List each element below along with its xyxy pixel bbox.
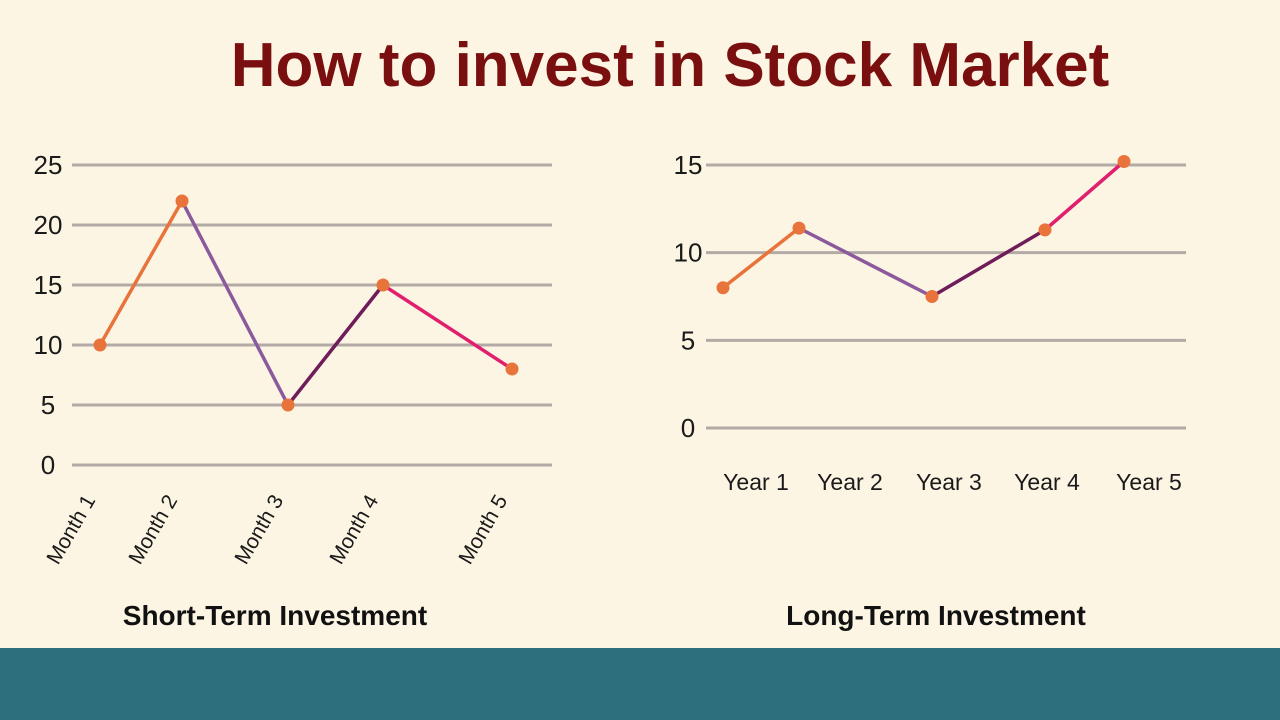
long-x-tick-label: Year 3: [916, 469, 982, 495]
short-data-point: [175, 194, 189, 208]
short-data-point: [281, 398, 295, 412]
short-y-tick-label: 10: [34, 330, 63, 360]
long-y-tick-label: 5: [681, 325, 695, 355]
page-title: How to invest in Stock Market: [230, 31, 1110, 100]
short-data-point: [505, 362, 519, 376]
short-data-point: [93, 338, 107, 352]
short-y-tick-label: 5: [41, 390, 55, 420]
long-chart-title: Long-Term Investment: [786, 600, 1086, 631]
long-term-chart: 0 5 10 15 Year 1 Year 2 Year 3 Year 4 Year 5 Long…: [674, 150, 1186, 631]
short-y-tick-label: 25: [34, 150, 63, 180]
long-y-tick-label: 10: [674, 238, 703, 268]
short-y-tick-label: 15: [34, 270, 63, 300]
short-y-tick-label: 0: [41, 450, 55, 480]
footer-band: [0, 648, 1280, 720]
short-line-segment: [180, 199, 290, 407]
long-data-point: [716, 281, 730, 295]
long-y-tick-label: 15: [674, 150, 703, 180]
long-x-tick-label: Year 4: [1014, 469, 1080, 495]
long-line-segment: [930, 228, 1047, 299]
short-y-tick-label: 20: [34, 210, 63, 240]
long-x-tick-label: Year 5: [1116, 469, 1182, 495]
long-line-segment: [721, 226, 801, 290]
long-x-tick-label: Year 1: [723, 469, 789, 495]
short-line-segment: [286, 283, 385, 407]
short-chart-title: Short-Term Investment: [123, 600, 427, 631]
long-data-point: [1038, 223, 1052, 237]
long-data-point: [1117, 154, 1131, 168]
long-line-segment: [797, 226, 934, 299]
long-x-tick-label: Year 2: [817, 469, 883, 495]
long-data-point: [925, 290, 939, 303]
short-data-point: [376, 278, 390, 292]
long-line-segment: [1043, 159, 1126, 232]
long-y-tick-label: 0: [681, 413, 695, 443]
long-data-point: [792, 221, 806, 235]
short-line-segment: [98, 199, 184, 347]
short-line-segment: [381, 283, 514, 371]
